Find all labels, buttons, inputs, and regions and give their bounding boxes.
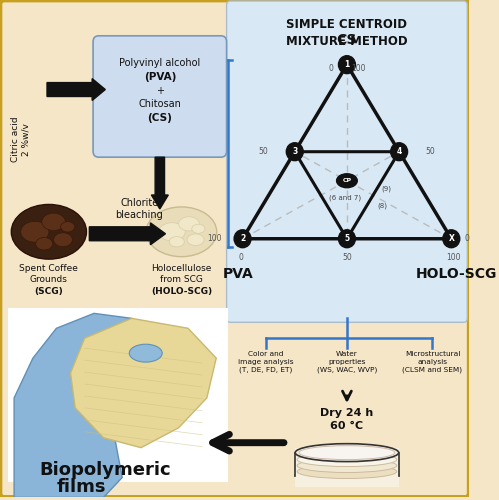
Text: 100: 100 [352, 64, 366, 73]
Text: 4: 4 [397, 147, 402, 156]
FancyArrow shape [47, 78, 105, 100]
Ellipse shape [297, 458, 397, 472]
Text: 2: 2 [240, 234, 245, 244]
Ellipse shape [61, 222, 75, 232]
Ellipse shape [169, 236, 184, 247]
Text: Chlorite
bleaching: Chlorite bleaching [115, 198, 163, 220]
Text: PVA: PVA [223, 266, 253, 280]
Text: (SCG): (SCG) [34, 286, 63, 296]
Text: Color and
image analysis
(T, DE, FD, ET): Color and image analysis (T, DE, FD, ET) [239, 351, 294, 372]
Text: CP: CP [342, 178, 351, 183]
Ellipse shape [295, 444, 399, 462]
Text: X: X [449, 234, 454, 244]
Text: (PVA): (PVA) [144, 72, 176, 82]
Ellipse shape [129, 344, 162, 362]
Ellipse shape [337, 174, 357, 188]
Polygon shape [70, 318, 216, 448]
Ellipse shape [299, 446, 395, 460]
Ellipse shape [297, 464, 397, 478]
FancyBboxPatch shape [295, 448, 399, 488]
Ellipse shape [295, 466, 399, 485]
Circle shape [338, 230, 355, 248]
FancyBboxPatch shape [7, 308, 229, 482]
Text: Polyvinyl alcohol: Polyvinyl alcohol [119, 58, 201, 68]
Ellipse shape [187, 234, 204, 245]
Text: 0: 0 [329, 64, 334, 73]
Circle shape [443, 230, 460, 248]
FancyBboxPatch shape [1, 1, 468, 496]
Text: Microstructural
analysis
(CLSM and SEM): Microstructural analysis (CLSM and SEM) [402, 351, 463, 372]
Text: CS: CS [337, 33, 357, 47]
Text: (CS): (CS) [147, 114, 172, 124]
Polygon shape [14, 314, 150, 498]
Text: (6 and 7): (6 and 7) [329, 194, 361, 201]
Ellipse shape [192, 224, 205, 234]
Ellipse shape [146, 207, 217, 256]
Text: 1: 1 [344, 60, 350, 69]
Circle shape [391, 143, 408, 160]
Text: 50: 50 [258, 147, 268, 156]
Ellipse shape [297, 452, 397, 466]
Ellipse shape [42, 213, 65, 230]
Text: (8): (8) [378, 202, 388, 209]
Circle shape [286, 143, 303, 160]
Ellipse shape [179, 216, 199, 231]
Text: 5: 5 [344, 234, 349, 244]
FancyBboxPatch shape [227, 1, 467, 322]
Text: Biopolymeric: Biopolymeric [39, 460, 171, 478]
FancyBboxPatch shape [93, 36, 227, 157]
Text: Water
properties
(WS, WAC, WVP): Water properties (WS, WAC, WVP) [317, 351, 377, 372]
Ellipse shape [20, 222, 49, 242]
Text: Dry 24 h: Dry 24 h [320, 408, 374, 418]
Text: SIMPLE CENTROID
MIXTURE METHOD: SIMPLE CENTROID MIXTURE METHOD [286, 18, 408, 48]
Text: +: + [156, 86, 164, 96]
Ellipse shape [159, 222, 185, 241]
Text: films: films [56, 478, 106, 496]
Text: Chitosan: Chitosan [138, 100, 181, 110]
Circle shape [338, 56, 355, 74]
Text: from SCG: from SCG [160, 274, 203, 283]
FancyArrow shape [151, 157, 168, 209]
FancyBboxPatch shape [1, 1, 468, 496]
Text: 100: 100 [446, 252, 461, 262]
Circle shape [234, 230, 251, 248]
Text: Spent Coffee: Spent Coffee [19, 264, 78, 272]
Text: 50: 50 [426, 147, 435, 156]
Text: 0: 0 [465, 234, 470, 244]
Text: 50: 50 [342, 252, 352, 262]
Text: Grounds: Grounds [30, 274, 68, 283]
Text: HOLO-SCG: HOLO-SCG [415, 266, 497, 280]
Ellipse shape [11, 204, 86, 259]
Text: 100: 100 [208, 234, 222, 244]
Text: 60 °C: 60 °C [330, 421, 363, 431]
FancyArrow shape [89, 223, 166, 244]
Ellipse shape [53, 233, 72, 246]
Text: 3: 3 [292, 147, 297, 156]
Text: Citric acid
2 %w/v: Citric acid 2 %w/v [10, 116, 31, 162]
Text: 0: 0 [238, 252, 243, 262]
Text: (HOLO-SCG): (HOLO-SCG) [151, 286, 212, 296]
Text: (9): (9) [381, 186, 391, 192]
Ellipse shape [36, 238, 53, 250]
Text: Holocellulose: Holocellulose [151, 264, 212, 272]
